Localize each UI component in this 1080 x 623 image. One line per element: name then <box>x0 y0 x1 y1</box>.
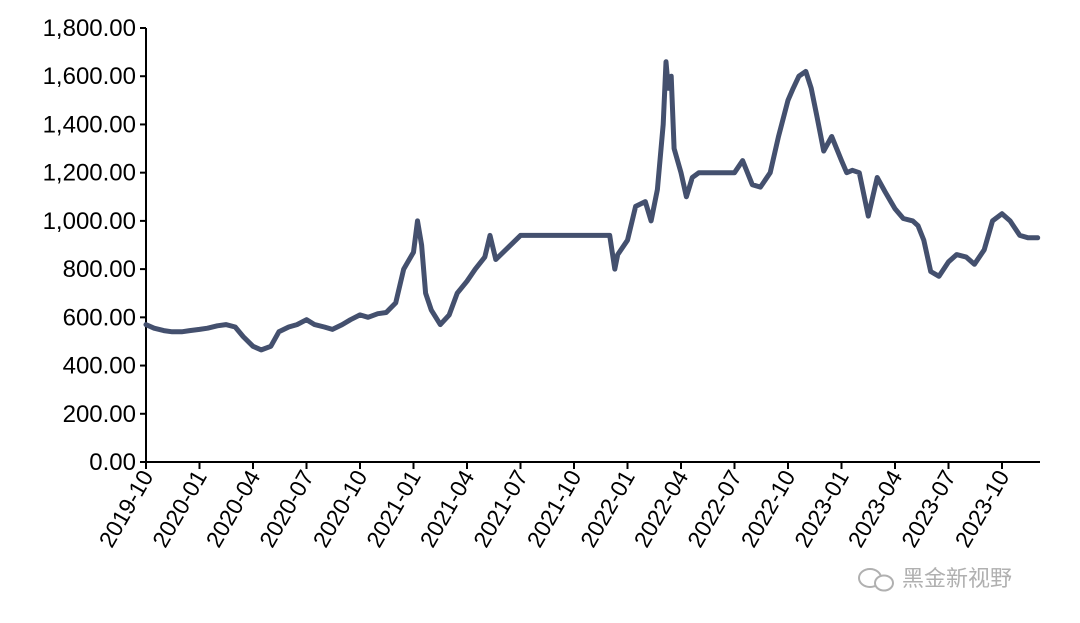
y-axis: 0.00 200.00 400.00 600.00 800.00 1,000.00 1,20… <box>43 15 147 476</box>
y-tick-label: 0.00 <box>89 449 136 476</box>
wechat-icon-inner <box>874 574 894 592</box>
watermark: 黑金新视野 <box>858 567 1012 592</box>
y-tick-label: 1,800.00 <box>43 15 136 42</box>
y-tick-label: 1,000.00 <box>43 208 136 235</box>
y-tick-label: 200.00 <box>63 401 136 428</box>
y-tick-label: 1,400.00 <box>43 111 136 138</box>
y-tick-label: 1,600.00 <box>43 63 136 90</box>
series-line <box>143 59 1041 353</box>
y-tick-label: 400.00 <box>63 353 136 380</box>
watermark-text: 黑金新视野 <box>902 567 1012 592</box>
y-tick-label: 800.00 <box>63 256 136 283</box>
y-tick-label: 600.00 <box>63 304 136 331</box>
y-tick-label: 1,200.00 <box>43 160 136 187</box>
x-axis: 2019-102020-012020-042020-072020-102021-… <box>94 461 1040 552</box>
